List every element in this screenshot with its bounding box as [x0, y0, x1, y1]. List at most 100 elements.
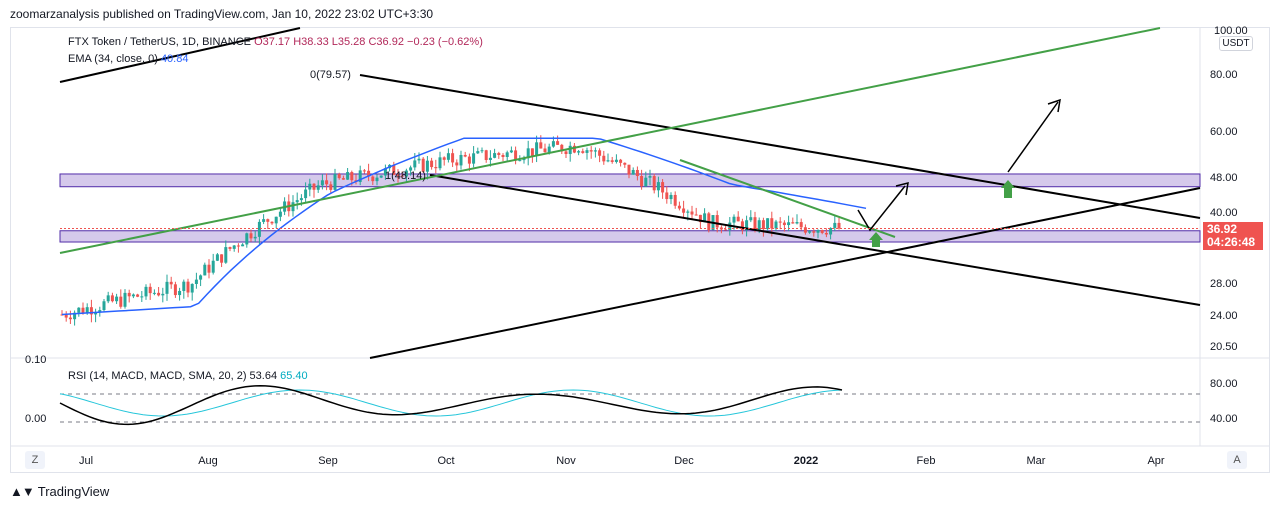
- candle-body: [493, 153, 497, 158]
- candle-body: [476, 151, 480, 154]
- chart-frame: [10, 27, 1270, 473]
- candle-body: [186, 281, 190, 293]
- candle-body: [635, 169, 639, 177]
- candle-body: [207, 264, 211, 273]
- candle-body: [497, 153, 501, 156]
- candle-body: [316, 185, 320, 190]
- channel-bottom-line: [429, 174, 1201, 306]
- candle-body: [602, 155, 606, 162]
- candle-body: [379, 175, 383, 178]
- legend-open: O37.17: [254, 36, 291, 48]
- currency-badge[interactable]: USDT: [1219, 36, 1253, 51]
- candle-body: [778, 221, 782, 223]
- candle-body: [467, 156, 471, 164]
- candle-body: [337, 174, 341, 179]
- candle-body: [816, 230, 820, 233]
- candle-body: [409, 167, 413, 171]
- candle-body: [148, 286, 152, 294]
- candle-body: [152, 292, 156, 294]
- candle-body: [115, 296, 119, 302]
- time-axis-label: Dec: [674, 455, 694, 467]
- support-zone-1: [59, 173, 1201, 188]
- candle-body: [808, 231, 812, 233]
- legend-symbol: FTX Token / TetherUS, 1D, BINANCE: [68, 36, 251, 48]
- candle-body: [589, 150, 593, 152]
- candle-body: [400, 175, 404, 177]
- candle-body: [350, 172, 354, 181]
- candle-body: [266, 219, 270, 222]
- candle-body: [367, 170, 371, 177]
- candle-body: [564, 151, 568, 155]
- candle-body: [694, 214, 698, 216]
- candle-body: [682, 208, 686, 213]
- time-axis-label: Mar: [1027, 455, 1046, 467]
- candle-body: [123, 292, 127, 307]
- candle-body: [535, 142, 539, 156]
- legend-rsi-value1: 53.64: [249, 370, 278, 382]
- candle-body: [715, 215, 719, 228]
- candle-body: [623, 162, 627, 165]
- candle-body: [585, 150, 589, 153]
- candle-body: [312, 183, 316, 190]
- legend-main: FTX Token / TetherUS, 1D, BINANCE O37.17…: [68, 36, 483, 48]
- candle-body: [413, 160, 417, 168]
- candle-body: [480, 150, 484, 152]
- candle-body: [598, 150, 602, 156]
- candle-body: [421, 158, 425, 172]
- candle-body: [430, 160, 434, 168]
- time-axis-label: 2022: [794, 455, 818, 467]
- candle-body: [446, 153, 450, 160]
- candle-body: [425, 160, 429, 172]
- candle-body: [442, 157, 446, 160]
- candle-body: [472, 153, 476, 164]
- candle-body: [396, 174, 400, 176]
- candle-body: [627, 164, 631, 175]
- candle-body: [749, 217, 753, 221]
- candle-body: [224, 247, 228, 263]
- time-axis-label: Feb: [917, 455, 936, 467]
- zoom-left-button[interactable]: Z: [25, 451, 45, 469]
- candle-body: [518, 160, 522, 162]
- candle-body: [228, 247, 232, 249]
- candle-body: [245, 233, 249, 245]
- candle-body: [178, 290, 182, 296]
- price-axis-label: 28.00: [1210, 278, 1238, 290]
- candle-body: [161, 293, 165, 296]
- candle-body: [85, 307, 89, 314]
- publisher-line: zoomarzanalysis published on TradingView…: [10, 7, 434, 21]
- candle-body: [136, 294, 140, 297]
- candle-body: [81, 307, 85, 314]
- candle-body: [547, 146, 551, 153]
- candle-body: [757, 220, 761, 230]
- rsi-axis-label: 40.00: [1210, 413, 1238, 425]
- candle-body: [652, 176, 656, 191]
- candle-body: [640, 176, 644, 187]
- candle-body: [770, 218, 774, 229]
- legend-rsi-value2: 65.40: [280, 370, 308, 382]
- footer-brand: TradingView: [37, 484, 110, 499]
- candle-body: [165, 281, 169, 294]
- countdown-value: 04:26:48: [1207, 235, 1256, 249]
- candle-body: [295, 200, 299, 203]
- candle-body: [745, 220, 749, 231]
- candle-body: [249, 233, 253, 239]
- green-trend-line: [59, 27, 1161, 254]
- support-zone-2: [59, 230, 1201, 243]
- ascending-support-line: [369, 187, 1201, 359]
- candle-body: [127, 292, 131, 297]
- candle-body: [766, 218, 770, 230]
- candle-body: [724, 229, 728, 231]
- candle-body: [463, 154, 467, 157]
- candle-body: [299, 198, 303, 201]
- time-axis-label: Sep: [318, 455, 338, 467]
- candle-body: [774, 221, 778, 229]
- candle-body: [530, 148, 534, 156]
- auto-scale-button[interactable]: A: [1227, 451, 1247, 469]
- candle-body: [291, 202, 295, 212]
- legend-ema: EMA (34, close, 0) 40.84: [68, 53, 188, 65]
- candle-body: [157, 292, 161, 296]
- candle-body: [346, 172, 350, 180]
- rsi-signal-line: [59, 389, 843, 417]
- last-price-tag: 36.92 04:26:48: [1203, 222, 1263, 250]
